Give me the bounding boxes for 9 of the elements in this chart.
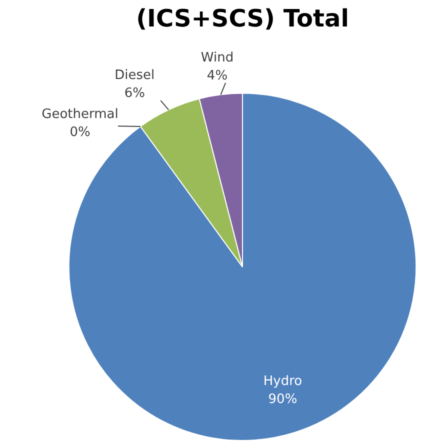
data-label: 4% <box>206 68 228 84</box>
data-label: 90% <box>268 392 298 408</box>
slice-label: Wind <box>200 50 234 66</box>
slice-label: Diesel <box>114 68 155 83</box>
text: 0% <box>70 125 90 140</box>
data-label: 6% <box>124 86 145 101</box>
category-label: Geothermal <box>42 107 118 122</box>
chart-title: (ICS+SCS) Total <box>136 4 349 33</box>
slice-label: Hydro <box>263 374 302 390</box>
